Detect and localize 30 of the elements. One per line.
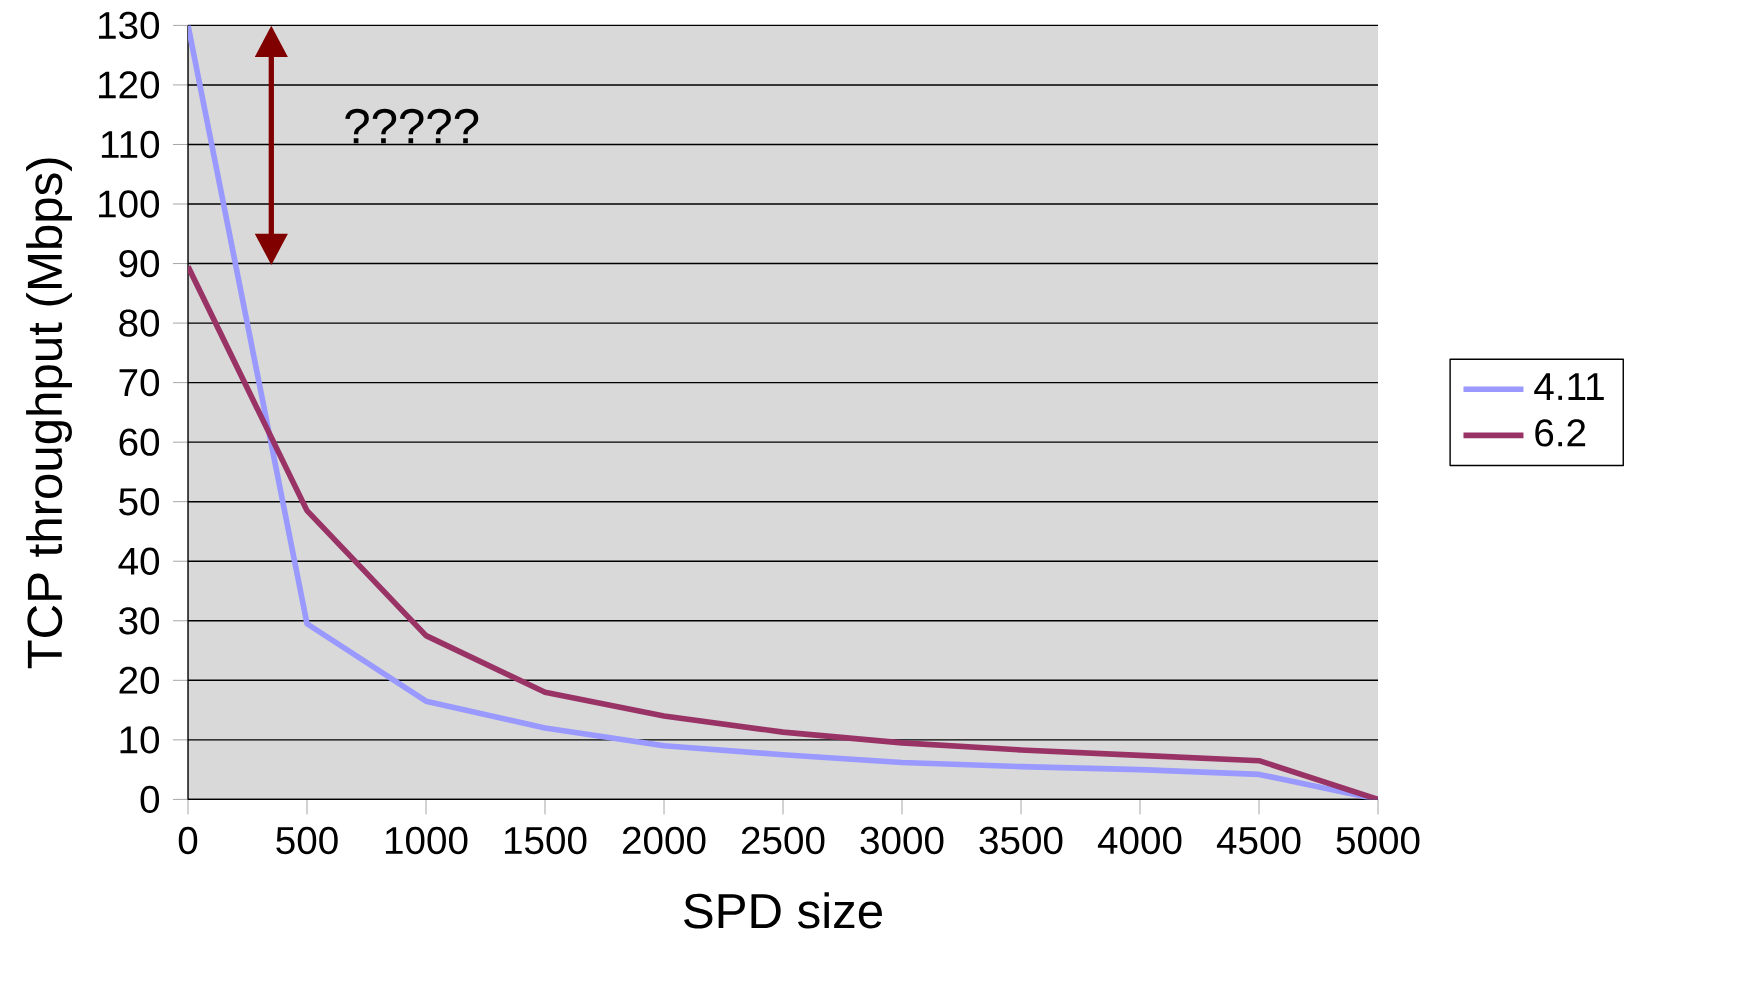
- legend-label: 4.11: [1534, 373, 1604, 400]
- y-tick-label: 20: [119, 666, 160, 694]
- x-tick-label: 1000: [385, 826, 468, 855]
- y-tick-label: 30: [119, 606, 160, 635]
- x-tick-label: 2000: [622, 826, 706, 855]
- x-tick-label: 4000: [1097, 826, 1182, 855]
- x-tick-label: 3000: [860, 826, 944, 855]
- y-tick-label: 120: [99, 71, 160, 99]
- x-tick-label: 4500: [1216, 826, 1301, 855]
- x-tick-label: 2500: [741, 826, 825, 855]
- y-tick-label: 0: [140, 785, 160, 813]
- y-tick-label: 10: [120, 726, 160, 754]
- x-tick-label: 0: [178, 826, 198, 855]
- y-tick-label: 60: [119, 428, 160, 456]
- x-tick-label: 1500: [504, 826, 587, 855]
- x-tick-label: 500: [276, 826, 338, 855]
- legend-label: 6.2: [1535, 419, 1586, 447]
- y-tick-label: 80: [119, 309, 160, 337]
- y-tick-label: 70: [119, 368, 160, 397]
- y-axis-title: TCP throughput (Mbps): [26, 158, 72, 669]
- y-tick-label: 110: [101, 130, 160, 158]
- x-tick-label: 3500: [979, 826, 1063, 855]
- y-tick-label: 50: [119, 487, 160, 516]
- y-tick-label: 90: [119, 249, 160, 278]
- y-tick-label: 100: [99, 190, 160, 218]
- x-tick-label: 5000: [1336, 826, 1420, 855]
- y-tick-label: 40: [118, 547, 160, 575]
- y-tick-label: 130: [99, 11, 160, 39]
- annotation: ?????: [345, 108, 479, 143]
- x-axis-title: SPD size: [684, 892, 882, 929]
